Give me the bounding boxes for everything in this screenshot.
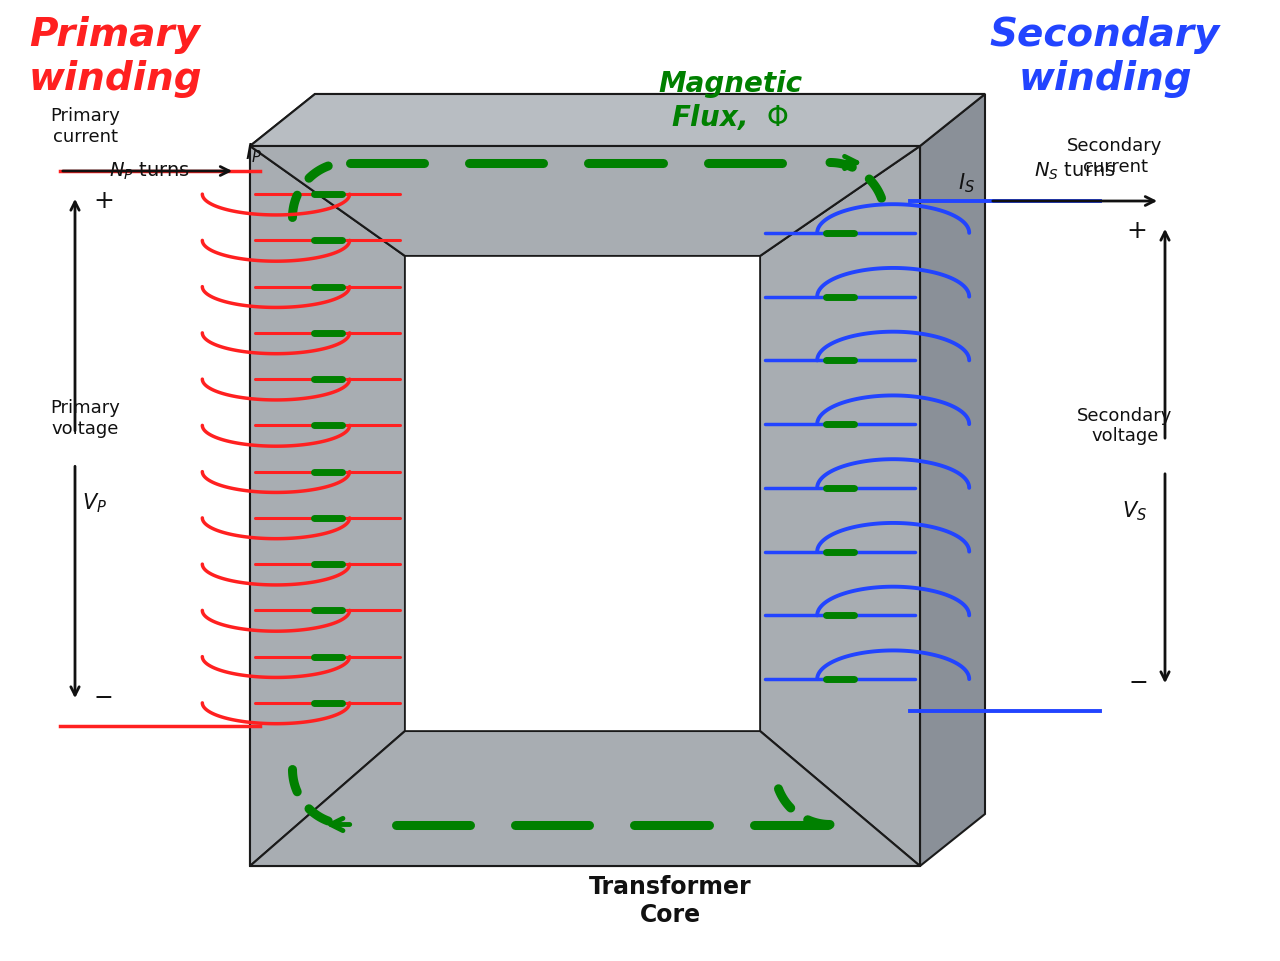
Polygon shape xyxy=(250,146,404,866)
Text: +: + xyxy=(93,189,114,213)
Polygon shape xyxy=(250,731,920,866)
Text: $N_S$ turns: $N_S$ turns xyxy=(1034,160,1116,182)
Text: $V_P$: $V_P$ xyxy=(82,492,108,515)
Text: Magnetic
Flux,  $\mathit{\Phi}$: Magnetic Flux, $\mathit{\Phi}$ xyxy=(658,69,803,133)
Polygon shape xyxy=(404,204,826,256)
Polygon shape xyxy=(250,94,986,146)
Text: $V_S$: $V_S$ xyxy=(1123,499,1148,523)
Polygon shape xyxy=(250,146,920,256)
Text: $I_P$: $I_P$ xyxy=(244,141,262,165)
Polygon shape xyxy=(250,146,920,866)
Text: $-$: $-$ xyxy=(93,684,113,708)
Polygon shape xyxy=(404,256,760,731)
Text: Secondary
winding: Secondary winding xyxy=(989,16,1220,98)
Polygon shape xyxy=(760,146,920,866)
Text: Primary
winding: Primary winding xyxy=(28,16,202,98)
Text: $I_S$: $I_S$ xyxy=(957,171,975,195)
Polygon shape xyxy=(404,256,760,731)
Text: Secondary
current: Secondary current xyxy=(1068,137,1162,176)
Polygon shape xyxy=(250,94,986,146)
Text: Transformer
Core: Transformer Core xyxy=(589,875,751,927)
Text: Secondary
voltage: Secondary voltage xyxy=(1078,407,1172,445)
Text: Primary
voltage: Primary voltage xyxy=(50,399,120,438)
Text: $-$: $-$ xyxy=(1128,669,1147,693)
Polygon shape xyxy=(760,204,826,731)
Polygon shape xyxy=(920,94,986,866)
Polygon shape xyxy=(404,204,826,256)
Text: $N_P$ turns: $N_P$ turns xyxy=(109,160,191,182)
Text: Primary
current: Primary current xyxy=(50,108,120,146)
Text: +: + xyxy=(1126,219,1147,243)
